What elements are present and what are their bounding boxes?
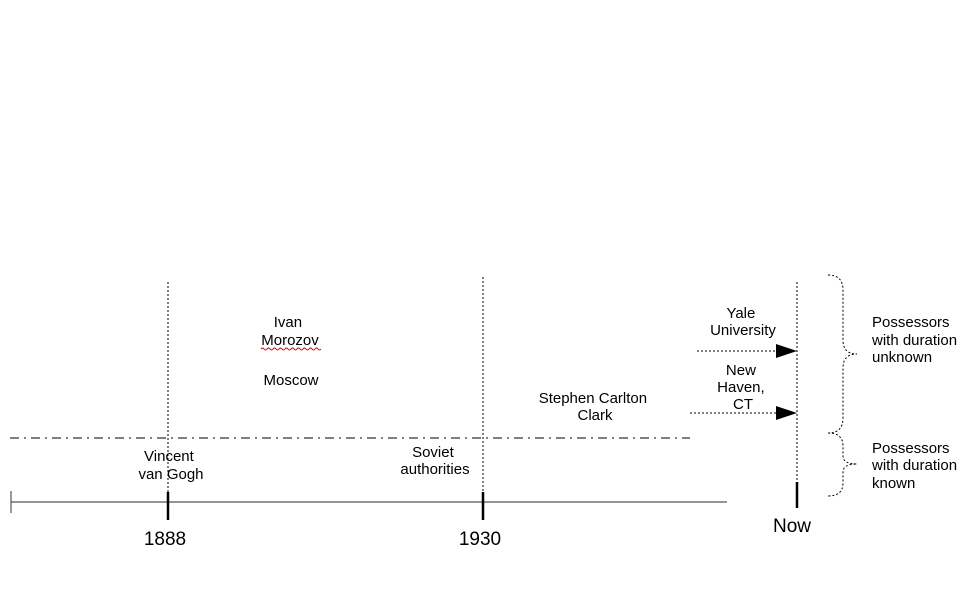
possessor-line: CT	[733, 396, 753, 413]
possessor-line: Morozov	[261, 332, 319, 349]
possessor-line: Yale	[726, 305, 755, 322]
possessor-line: Moscow	[263, 372, 318, 389]
possessor-moscow: Moscow	[263, 372, 318, 389]
legend-line: Possessors	[872, 314, 950, 331]
tick-label-1930: 1930	[459, 529, 501, 550]
legend-line: unknown	[872, 349, 932, 366]
possessor-line: New	[726, 362, 756, 379]
possessor-vincent-van-gogh: Vincent van Gogh	[138, 448, 203, 483]
possessor-soviet-authorities: Soviet authorities	[400, 444, 469, 478]
possessor-line: Soviet	[412, 444, 455, 461]
possessor-yale-university: Yale University	[710, 305, 776, 339]
possessor-new-haven-ct: New Haven, CT	[717, 362, 769, 413]
brace-known	[827, 432, 858, 497]
brace-unknown	[827, 274, 858, 434]
tick-label-now: Now	[773, 516, 811, 537]
possessor-line: authorities	[400, 461, 469, 478]
spellcheck-underline	[260, 347, 322, 351]
legend-line: with duration	[871, 457, 957, 474]
possessor-stephen-carlton-clark: Stephen Carlton Clark	[539, 390, 652, 424]
possessor-line: Stephen Carlton	[539, 390, 647, 407]
possessor-line: Clark	[577, 407, 613, 424]
possessor-line: Haven,	[717, 379, 765, 396]
possessor-line: University	[710, 322, 776, 339]
possessor-line: van Gogh	[138, 466, 203, 483]
arrow-yale-head	[776, 344, 797, 358]
legend-duration-unknown: Possessors with duration unknown	[871, 314, 961, 366]
legend-line: known	[872, 475, 915, 492]
legend-duration-known: Possessors with duration known	[871, 440, 961, 492]
legend-line: with duration	[871, 332, 957, 349]
possessor-line: Vincent	[144, 448, 195, 465]
possessor-line: Ivan	[274, 314, 302, 331]
possessor-ivan-morozov: Ivan Morozov	[261, 314, 319, 349]
tick-label-1888: 1888	[144, 529, 186, 550]
arrow-new-haven-head	[776, 406, 797, 420]
legend-line: Possessors	[872, 440, 950, 457]
